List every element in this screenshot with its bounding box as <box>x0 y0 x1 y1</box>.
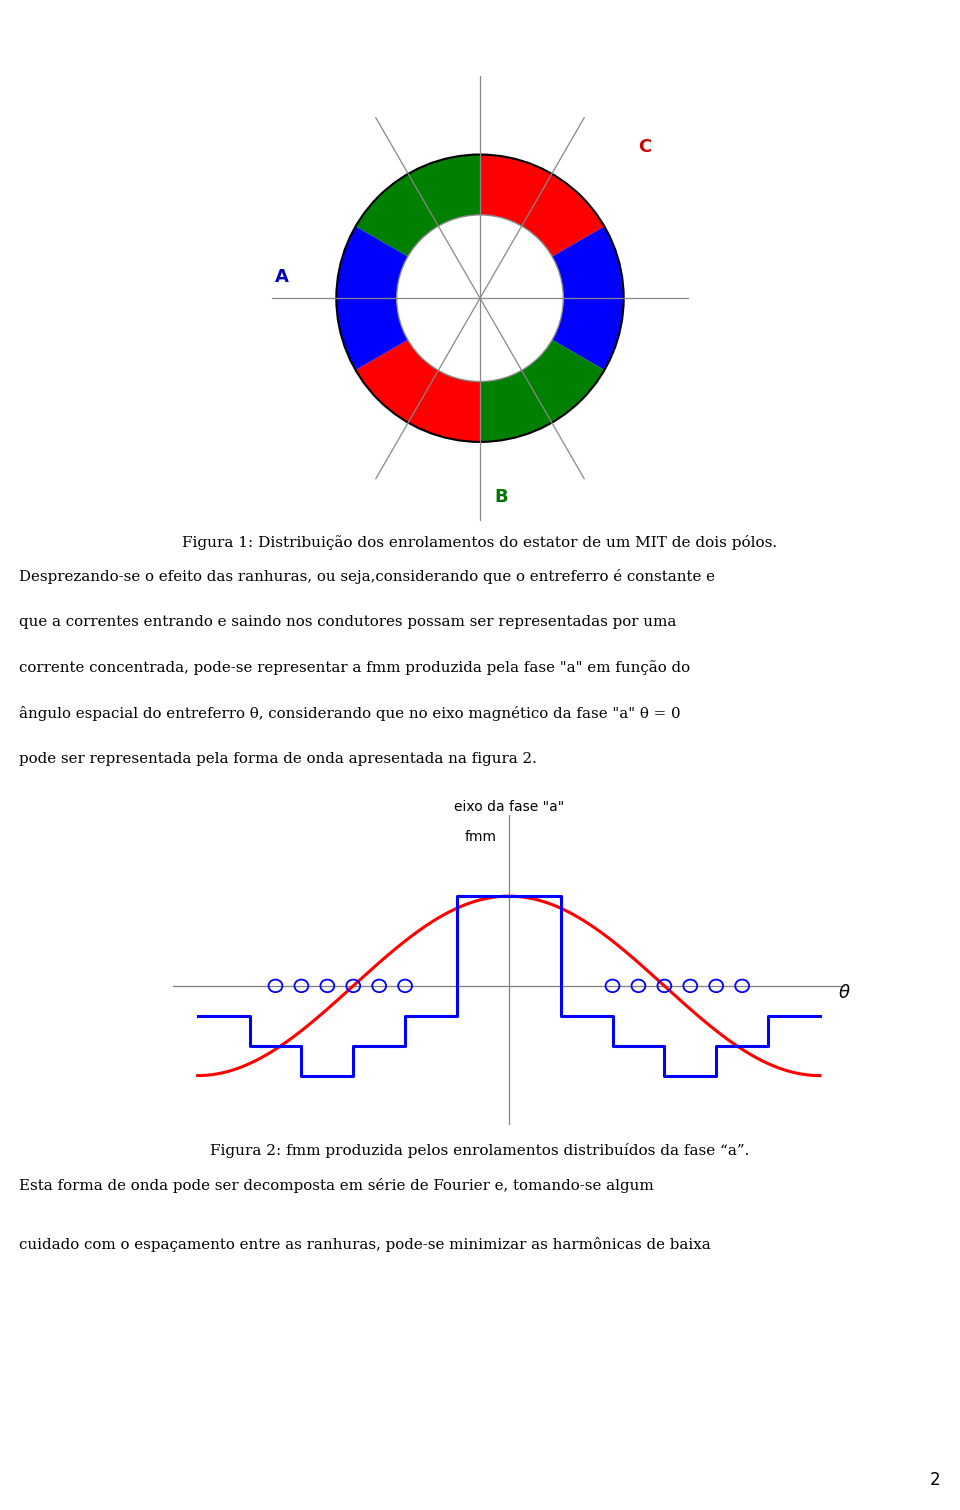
Text: Esta forma de onda pode ser decomposta em série de Fourier e, tomando-se algum: Esta forma de onda pode ser decomposta e… <box>19 1178 654 1193</box>
Text: pode ser representada pela forma de onda apresentada na figura 2.: pode ser representada pela forma de onda… <box>19 752 537 766</box>
Text: que a correntes entrando e saindo nos condutores possam ser representadas por um: que a correntes entrando e saindo nos co… <box>19 615 677 628</box>
Circle shape <box>396 214 564 382</box>
Text: fmm: fmm <box>465 831 497 844</box>
Text: ângulo espacial do entreferro θ, considerando que no eixo magnético da fase "a" : ângulo espacial do entreferro θ, conside… <box>19 707 681 722</box>
Text: θ: θ <box>839 985 850 1003</box>
Wedge shape <box>480 340 605 442</box>
Text: 2: 2 <box>930 1471 941 1489</box>
Text: cuidado com o espaçamento entre as ranhuras, pode-se minimizar as harmônicas de : cuidado com o espaçamento entre as ranhu… <box>19 1237 711 1252</box>
Text: A: A <box>275 267 289 285</box>
Text: B: B <box>494 488 509 506</box>
Text: Desprezando-se o efeito das ranhuras, ou seja,considerando que o entreferro é co: Desprezando-se o efeito das ranhuras, ou… <box>19 569 715 584</box>
Wedge shape <box>552 226 624 370</box>
Wedge shape <box>480 154 605 257</box>
Wedge shape <box>355 154 480 257</box>
Text: Figura 1: Distribuição dos enrolamentos do estator de um MIT de dois pólos.: Figura 1: Distribuição dos enrolamentos … <box>182 535 778 550</box>
Text: eixo da fase "a": eixo da fase "a" <box>454 800 564 814</box>
Wedge shape <box>336 226 408 370</box>
Text: C: C <box>638 139 652 157</box>
Text: corrente concentrada, pode-se representar a fmm produzida pela fase "a" em funçã: corrente concentrada, pode-se representa… <box>19 660 690 675</box>
Text: Figura 2: fmm produzida pelos enrolamentos distribuídos da fase “a”.: Figura 2: fmm produzida pelos enrolament… <box>210 1143 750 1158</box>
Wedge shape <box>355 340 480 442</box>
